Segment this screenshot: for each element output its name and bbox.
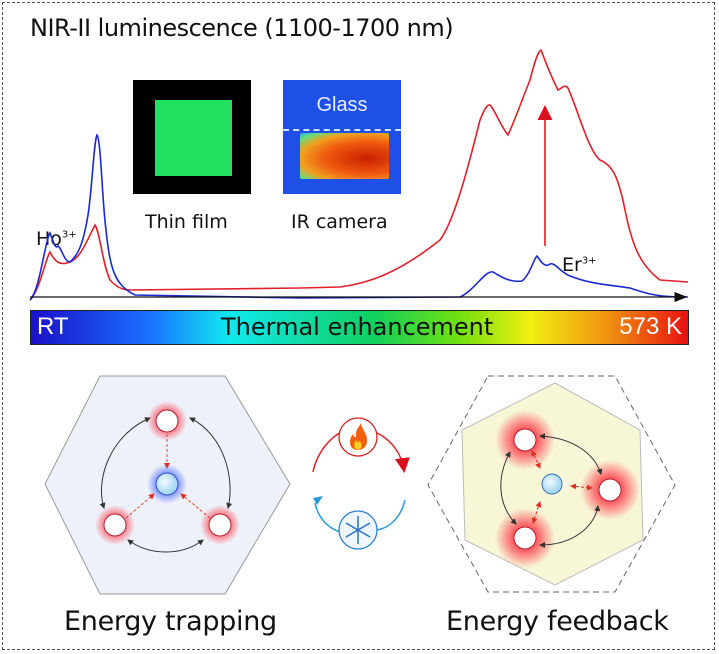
figure-title: NIR-II luminescence (1100-1700 nm) — [30, 14, 454, 42]
energy-feedback-diagram — [427, 375, 676, 593]
ho-superscript: 3+ — [61, 229, 77, 241]
thin-film-photo — [133, 80, 251, 194]
ho-label: Ho3+ — [36, 228, 77, 250]
energy-trapping-caption: Energy trapping — [64, 606, 277, 637]
colorbar-rt-label: RT — [37, 313, 69, 340]
ir-camera-label: IR camera — [291, 211, 388, 233]
er-superscript: 3+ — [581, 255, 597, 267]
er-text: Er — [562, 254, 582, 276]
heating-cooling-cycle — [312, 417, 405, 550]
thin-film-label: Thin film — [145, 211, 228, 233]
energy-trapping-diagram — [44, 375, 291, 595]
thermal-region — [300, 133, 389, 179]
snowflake-icon — [338, 510, 378, 550]
spectrum-red-curve — [29, 48, 689, 301]
colorbar-title: Thermal enhancement — [221, 313, 494, 341]
glass-boundary-line — [283, 129, 401, 131]
flame-icon — [338, 417, 378, 457]
green-film — [155, 100, 232, 176]
ir-camera-photo: Glass — [283, 80, 401, 194]
colorbar-max-label: 573 K — [619, 313, 682, 340]
er-label: Er3+ — [562, 254, 597, 276]
energy-feedback-caption: Energy feedback — [446, 606, 669, 637]
ho-text: Ho — [36, 228, 62, 250]
glass-label: Glass — [316, 94, 368, 116]
thermal-colorbar: RT Thermal enhancement 573 K — [30, 310, 689, 345]
spectrum-blue-curve — [29, 133, 689, 301]
